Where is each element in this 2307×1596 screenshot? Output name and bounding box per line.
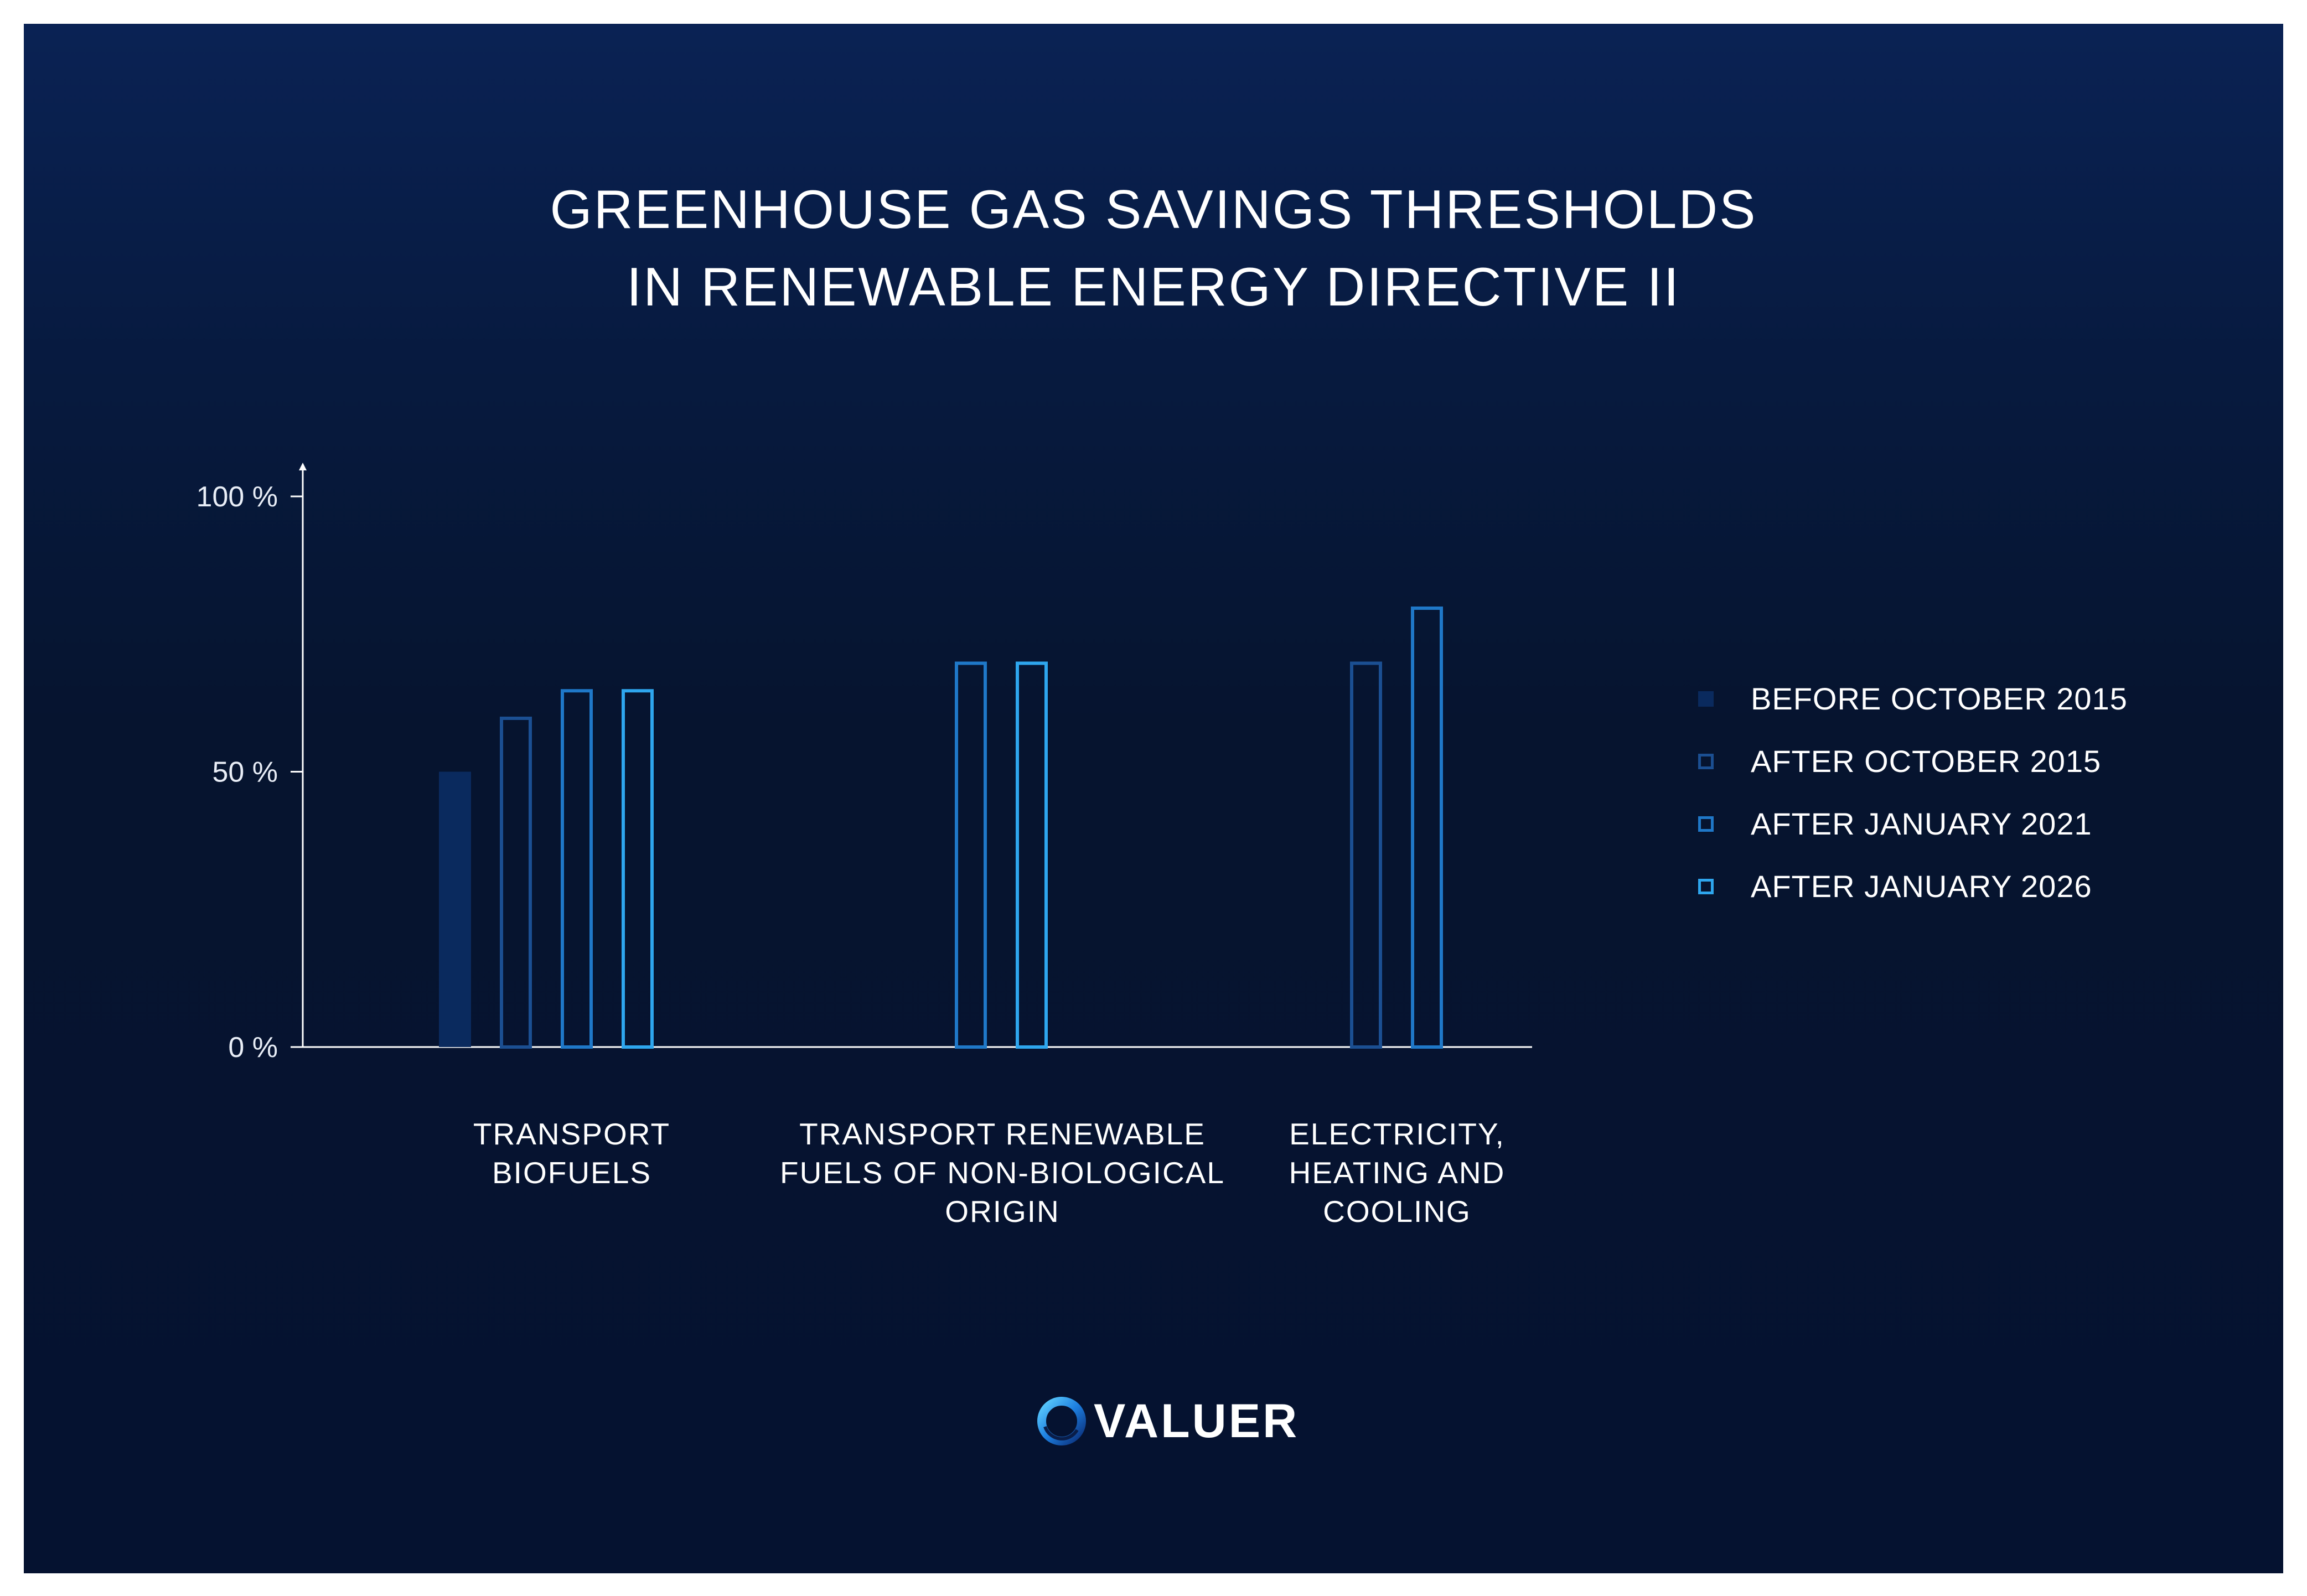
y-tick-label: 100 % xyxy=(196,481,278,513)
bar xyxy=(1350,661,1382,1049)
x-category-label: TRANSPORT xyxy=(473,1117,670,1151)
legend-label: BEFORE OCTOBER 2015 xyxy=(1751,681,2128,716)
y-axis-arrow-icon xyxy=(299,463,307,470)
bar xyxy=(622,689,654,1049)
bar xyxy=(1016,661,1048,1049)
legend-swatch xyxy=(1698,816,1714,832)
x-category-label: HEATING AND xyxy=(1289,1155,1506,1190)
y-tick-label: 0 % xyxy=(228,1032,278,1064)
legend-label: AFTER OCTOBER 2015 xyxy=(1751,744,2102,779)
legend-swatch xyxy=(1698,879,1714,894)
x-category-label: COOLING xyxy=(1323,1194,1471,1229)
x-category-label: ORIGIN xyxy=(945,1194,1060,1229)
legend-label: AFTER JANUARY 2026 xyxy=(1751,869,2092,904)
bar xyxy=(561,689,593,1049)
x-category-label: ELECTRICITY, xyxy=(1289,1117,1505,1151)
legend-label: AFTER JANUARY 2021 xyxy=(1751,806,2092,841)
y-tick-label: 50 % xyxy=(212,756,278,789)
bar xyxy=(1411,607,1443,1049)
chart-title-line-2: IN RENEWABLE ENERGY DIRECTIVE II xyxy=(627,256,1680,317)
x-category-label: FUELS OF NON-BIOLOGICAL xyxy=(780,1155,1225,1190)
chart-panel: GREENHOUSE GAS SAVINGS THRESHOLDS IN REN… xyxy=(24,24,2283,1573)
bar xyxy=(955,661,987,1049)
legend-swatch xyxy=(1698,754,1714,769)
valuer-ring-logo-icon xyxy=(1037,1397,1086,1445)
chart-title-line-1: GREENHOUSE GAS SAVINGS THRESHOLDS xyxy=(550,179,1757,240)
legend-swatch xyxy=(1698,691,1714,707)
bar-chart: 0 % 50 % 100 % TRANSPORT BIOFUELS TRANSPORT R… xyxy=(196,463,1532,1229)
bar xyxy=(439,771,471,1047)
x-category-label: TRANSPORT RENEWABLE xyxy=(799,1117,1206,1151)
bar xyxy=(500,717,532,1049)
x-category-label: BIOFUELS xyxy=(492,1155,651,1190)
chart-title: GREENHOUSE GAS SAVINGS THRESHOLDS IN REN… xyxy=(24,170,2283,325)
brand-name: VALUER xyxy=(1094,1395,1300,1448)
